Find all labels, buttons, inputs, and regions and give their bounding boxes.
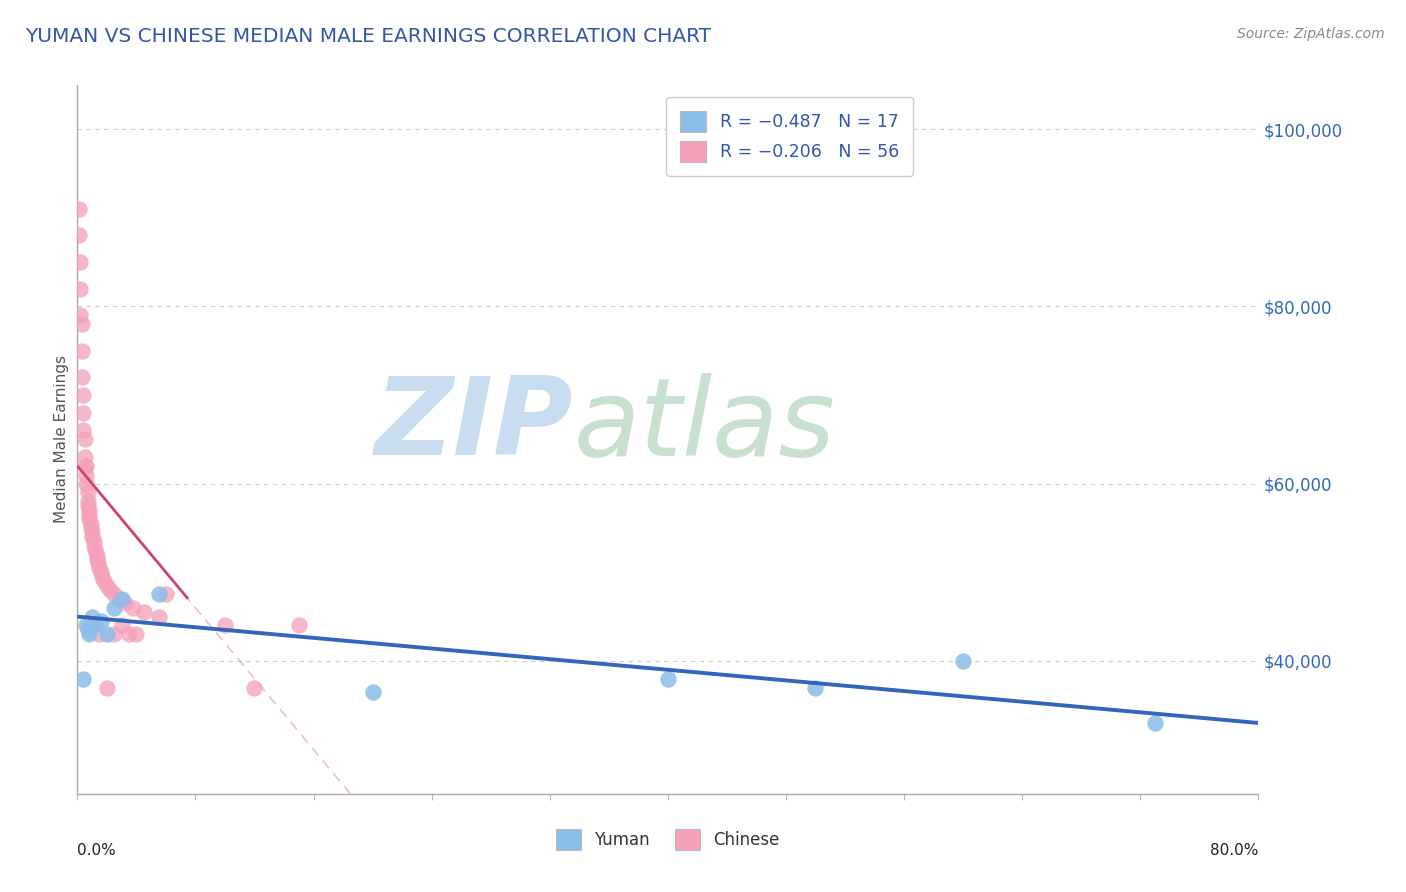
Point [75, 458, 97, 473]
Text: 0.0%: 0.0% [77, 843, 117, 857]
Point [214, 618, 236, 632]
Point [155, 587, 177, 601]
Point [77, 627, 100, 641]
Point [70, 343, 93, 358]
Point [83, 534, 105, 549]
Point [69, 308, 91, 322]
Point [84, 618, 107, 632]
Point [82, 609, 104, 624]
Point [73, 432, 96, 446]
Point [75, 476, 97, 491]
Point [73, 450, 96, 464]
Point [77, 508, 100, 522]
Point [288, 618, 311, 632]
Point [96, 627, 118, 641]
Legend: Yuman, Chinese: Yuman, Chinese [550, 822, 786, 856]
Point [79, 516, 101, 531]
Point [243, 681, 266, 695]
Point [90, 566, 112, 580]
Text: atlas: atlas [574, 373, 835, 477]
Point [82, 525, 104, 540]
Point [76, 494, 98, 508]
Point [70, 370, 93, 384]
Point [114, 596, 136, 610]
Point [132, 605, 155, 619]
Point [67, 202, 90, 216]
Point [111, 618, 132, 632]
Point [91, 570, 114, 584]
Point [111, 591, 132, 606]
Point [75, 467, 97, 482]
Point [87, 557, 110, 571]
Point [804, 681, 827, 695]
Point [79, 618, 101, 632]
Point [70, 317, 93, 331]
Point [657, 672, 679, 686]
Point [96, 681, 118, 695]
Point [73, 458, 96, 473]
Point [118, 627, 141, 641]
Point [76, 499, 98, 513]
Point [72, 406, 94, 420]
Point [103, 600, 125, 615]
Point [103, 627, 125, 641]
Text: YUMAN VS CHINESE MEDIAN MALE EARNINGS CORRELATION CHART: YUMAN VS CHINESE MEDIAN MALE EARNINGS CO… [25, 27, 711, 45]
Point [75, 618, 97, 632]
Text: 80.0%: 80.0% [1211, 843, 1258, 857]
Y-axis label: Median Male Earnings: Median Male Earnings [53, 355, 69, 524]
Point [72, 672, 94, 686]
Point [77, 512, 100, 526]
Point [82, 618, 104, 632]
Point [361, 685, 384, 699]
Point [103, 587, 125, 601]
Point [72, 388, 94, 402]
Point [77, 503, 100, 517]
Text: Source: ZipAtlas.com: Source: ZipAtlas.com [1237, 27, 1385, 41]
Point [72, 424, 94, 438]
Point [84, 543, 107, 558]
Point [79, 521, 101, 535]
Text: ZIP: ZIP [375, 372, 574, 478]
Point [96, 578, 118, 592]
Point [82, 530, 104, 544]
Point [122, 600, 145, 615]
Point [90, 614, 112, 628]
Point [89, 627, 111, 641]
Point [107, 591, 129, 606]
Point [83, 539, 105, 553]
Point [125, 627, 148, 641]
Point [86, 552, 108, 566]
Point [76, 623, 98, 637]
Point [148, 609, 170, 624]
Point [148, 587, 170, 601]
Point [89, 561, 111, 575]
Point [67, 228, 90, 243]
Point [86, 548, 108, 562]
Point [69, 255, 91, 269]
Point [1144, 715, 1167, 730]
Point [93, 574, 115, 589]
Point [76, 485, 98, 500]
Point [98, 582, 121, 597]
Point [952, 654, 974, 668]
Point [69, 282, 91, 296]
